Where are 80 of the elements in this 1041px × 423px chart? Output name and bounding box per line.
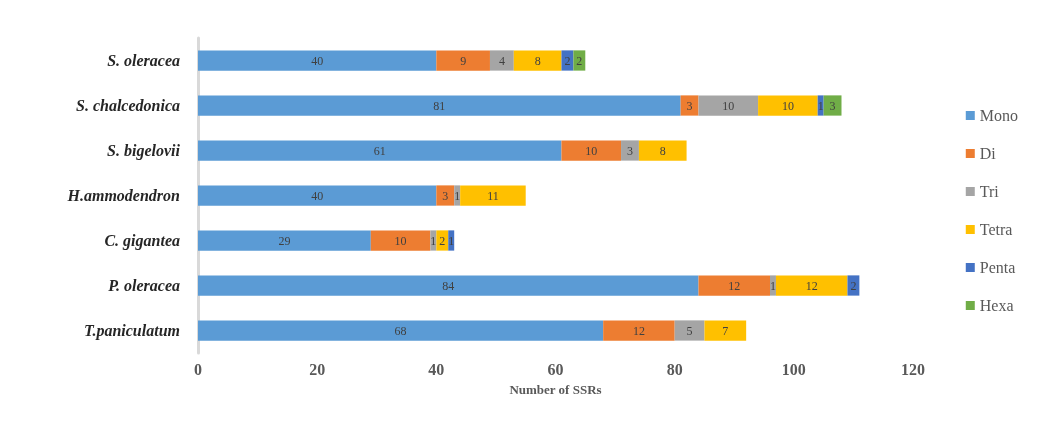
y-tick-label: C. gigantea <box>104 232 180 250</box>
data-label: 1 <box>817 98 824 113</box>
y-tick-label: S. chalcedonica <box>76 97 180 114</box>
bar <box>198 275 699 296</box>
data-label: 5 <box>686 323 693 338</box>
bar <box>775 275 848 296</box>
data-label: 40 <box>311 188 324 203</box>
legend-label: Di <box>979 145 997 162</box>
data-label: 1 <box>430 233 437 248</box>
data-label: 81 <box>433 98 446 113</box>
bar <box>823 95 842 116</box>
bar <box>370 230 431 251</box>
data-label: 1 <box>769 278 776 293</box>
data-label: 3 <box>442 188 449 203</box>
data-label: 4 <box>498 53 505 68</box>
x-tick-label: 100 <box>781 360 806 378</box>
x-axis-title: Number of SSRs <box>509 382 602 397</box>
x-tick-label: 60 <box>547 360 564 378</box>
legend-label: Hexa <box>979 297 1014 314</box>
bar <box>704 320 747 341</box>
data-label: 3 <box>829 98 836 113</box>
bar <box>758 95 818 116</box>
data-label: 84 <box>442 278 455 293</box>
data-label: 1 <box>454 188 461 203</box>
data-label: 11 <box>487 188 499 203</box>
y-tick-label: S. oleracea <box>107 52 180 69</box>
bar <box>698 95 759 116</box>
data-label: 68 <box>394 323 407 338</box>
bar <box>698 275 770 296</box>
data-label: 10 <box>781 98 794 113</box>
data-label: 9 <box>460 53 467 68</box>
data-label: 12 <box>805 278 818 293</box>
bar <box>436 50 490 71</box>
data-label: 10 <box>394 233 407 248</box>
y-tick-label: P. oleracea <box>107 277 180 294</box>
bar <box>198 140 562 161</box>
bar <box>198 95 681 116</box>
x-tick-label: 40 <box>428 360 445 378</box>
bar <box>198 50 437 71</box>
data-label: 1 <box>448 233 455 248</box>
x-tick-label: 0 <box>194 360 202 378</box>
data-label: 12 <box>632 323 645 338</box>
bar <box>489 50 514 71</box>
bar <box>198 320 604 341</box>
x-tick-label: 20 <box>309 360 326 378</box>
y-tick-label: T.paniculatum <box>84 322 180 340</box>
legend-label: Mono <box>979 107 1019 124</box>
data-label: 2 <box>439 233 446 248</box>
y-tick-label: S. bigelovii <box>107 142 181 160</box>
data-label: 7 <box>722 323 729 338</box>
x-tick-label: 120 <box>901 360 925 378</box>
bar <box>561 140 622 161</box>
bar <box>638 140 687 161</box>
data-label: 10 <box>722 98 735 113</box>
data-label: 61 <box>373 143 386 158</box>
data-label: 3 <box>626 143 633 158</box>
data-label: 2 <box>564 53 571 68</box>
bar <box>436 185 455 206</box>
data-label: 40 <box>311 53 324 68</box>
bar <box>513 50 562 71</box>
bar <box>460 185 526 206</box>
bar <box>680 95 699 116</box>
legend-label: Tetra <box>979 221 1013 238</box>
x-tick-label: 80 <box>666 360 683 378</box>
data-label: 8 <box>534 53 541 68</box>
data-label: 3 <box>686 98 693 113</box>
legend-label: Tri <box>979 183 1000 200</box>
bar <box>198 230 371 251</box>
bar <box>198 185 437 206</box>
data-label: 12 <box>728 278 741 293</box>
data-label: 8 <box>659 143 666 158</box>
data-label: 2 <box>576 53 583 68</box>
data-label: 29 <box>278 233 291 248</box>
bar <box>603 320 675 341</box>
y-tick-label: H.ammodendron <box>66 187 181 204</box>
data-label: 2 <box>850 278 857 293</box>
bar <box>674 320 705 341</box>
data-label: 10 <box>585 143 598 158</box>
bar <box>621 140 639 161</box>
legend-label: Penta <box>979 259 1016 276</box>
